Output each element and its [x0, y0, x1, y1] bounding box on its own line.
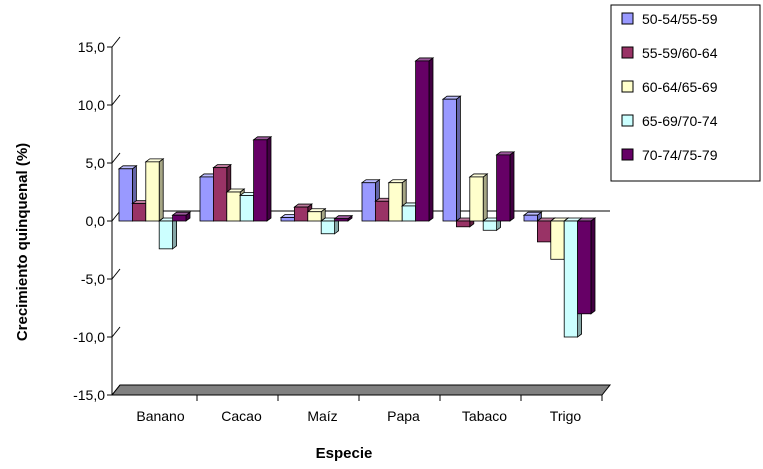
- bar-front: [577, 220, 592, 315]
- y-tick-diagonal: [111, 268, 121, 280]
- bar-60-64/65-69-Tabaco: [468, 173, 489, 222]
- bar-60-64/65-69-Maíz: [306, 207, 327, 222]
- bar-side: [158, 158, 164, 222]
- bar-side: [509, 151, 515, 222]
- bar-front: [131, 203, 147, 222]
- bar-front: [226, 191, 241, 222]
- y-tick-diagonal: [111, 384, 121, 396]
- y-tick-label: -5,0: [81, 271, 105, 287]
- bar-front: [401, 205, 417, 222]
- legend: 50-54/55-59 55-59/60-64 60-64/65-69 65-69/7…: [610, 4, 761, 182]
- bar-front: [374, 200, 390, 222]
- bar-70-74/75-79-Papa: [414, 57, 435, 222]
- bar-front: [253, 139, 268, 222]
- bar-70-74/75-79-Trigo: [576, 217, 597, 315]
- bar-front: [320, 220, 336, 235]
- x-tick-label: Cacao: [221, 408, 262, 424]
- bar-front: [442, 98, 457, 222]
- legend-box: [610, 4, 761, 182]
- x-tick-label: Banano: [136, 408, 184, 424]
- legend-label: 50-54/55-59: [642, 11, 718, 27]
- bar-front: [212, 167, 228, 222]
- bar-65-69/70-74-Banano: [157, 217, 178, 250]
- bar-front: [550, 220, 565, 260]
- legend-swatch: [621, 114, 634, 127]
- bar-front: [158, 220, 173, 250]
- bar-side: [455, 95, 461, 222]
- bar-side: [590, 217, 596, 315]
- bar-front: [537, 220, 552, 243]
- bar-50-54/55-59-Tabaco: [441, 95, 462, 222]
- bar-front: [523, 214, 538, 222]
- y-tick-diagonal: [111, 152, 121, 164]
- y-tick-diagonal: [111, 326, 121, 338]
- bar-front: [293, 206, 309, 222]
- bar-front: [482, 220, 498, 231]
- legend-swatch: [621, 148, 634, 161]
- x-axis-title: Especie: [316, 445, 373, 462]
- bar-front: [307, 211, 322, 222]
- floor-plane: [110, 384, 612, 396]
- bar-front: [361, 182, 376, 222]
- bar-front: [455, 220, 471, 228]
- legend-swatch: [621, 46, 634, 59]
- bar-front: [334, 218, 349, 222]
- bar-side: [428, 57, 434, 222]
- x-tick-label: Trigo: [550, 408, 582, 424]
- y-tick-label: 10,0: [78, 97, 105, 113]
- legend-label: 65-69/70-74: [642, 113, 718, 129]
- bar-front: [415, 60, 430, 222]
- bar-front: [563, 220, 579, 338]
- bar-front: [469, 176, 484, 222]
- y-tick-label: 5,0: [86, 155, 106, 171]
- y-axis-title: Crecimiento quinquenal (%): [14, 143, 31, 341]
- bar-front: [199, 176, 214, 222]
- bar-side: [482, 173, 488, 222]
- bar-70-74/75-79-Cacao: [252, 136, 273, 222]
- bar-60-64/65-69-Papa: [387, 178, 408, 222]
- bar-70-74/75-79-Banano: [171, 211, 192, 222]
- bar-front: [118, 168, 133, 222]
- legend-label: 55-59/60-64: [642, 45, 718, 61]
- bar-front: [239, 195, 254, 222]
- tick-labels: 15,0 10,0 5,0 0,0 -5,0 -10,0 -15,0 Banano Cacao M…: [73, 39, 581, 424]
- bar-front: [496, 154, 511, 222]
- legend-swatch: [621, 12, 634, 25]
- bar-front: [280, 217, 295, 222]
- legend-label: 70-74/75-79: [642, 147, 718, 163]
- y-tick-diagonal: [111, 36, 121, 48]
- legend-swatch: [621, 80, 634, 93]
- y-tick-diagonal: [111, 94, 121, 106]
- x-tick-label: Maíz: [307, 408, 337, 424]
- y-tick-label: 15,0: [78, 39, 105, 55]
- bar-side: [266, 136, 272, 222]
- bar-side: [172, 217, 178, 250]
- chart-floor: [110, 384, 612, 396]
- x-tick-label: Papa: [387, 408, 420, 424]
- bar-front: [388, 182, 403, 222]
- bar-70-74/75-79-Maíz: [333, 214, 354, 222]
- x-tick-label: Tabaco: [462, 408, 507, 424]
- bar-60-64/65-69-Banano: [144, 158, 165, 222]
- bar-front: [172, 214, 187, 222]
- y-tick-label: -15,0: [73, 387, 105, 403]
- bars: [117, 57, 597, 338]
- y-tick-label: -10,0: [73, 329, 105, 345]
- legend-label: 60-64/65-69: [642, 79, 718, 95]
- y-tick-label: 0,0: [86, 213, 106, 229]
- bar-70-74/75-79-Tabaco: [495, 151, 516, 222]
- bar-front: [145, 161, 160, 222]
